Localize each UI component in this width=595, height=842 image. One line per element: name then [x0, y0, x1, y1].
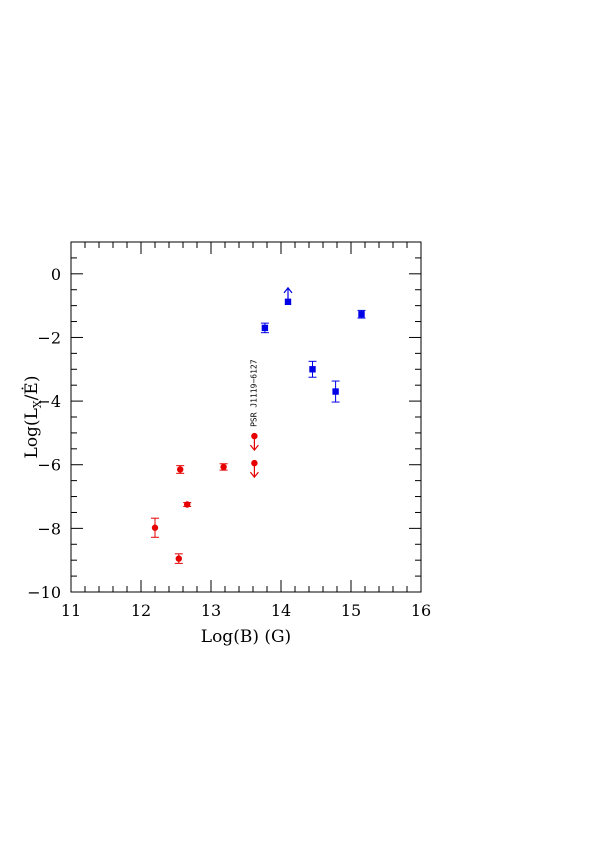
annotation-label: PSR J1119−6127	[250, 359, 259, 427]
arrow-head	[249, 444, 259, 452]
data-point	[151, 517, 159, 538]
square-marker	[261, 324, 269, 332]
circle-marker	[175, 555, 182, 562]
data-point	[283, 286, 293, 306]
x-tick-label: 16	[411, 601, 431, 620]
plot-frame	[70, 241, 422, 593]
y-tick-label: −4	[37, 392, 61, 411]
x-tick-label: 12	[131, 601, 151, 620]
square-marker	[358, 311, 365, 318]
data-point	[174, 553, 183, 564]
data-point	[260, 322, 269, 334]
data-point	[176, 465, 185, 474]
y-axis-title: Log(LX/Ė)	[21, 376, 44, 459]
square-marker	[332, 388, 339, 395]
x-tick-label: 11	[61, 601, 81, 620]
data-point	[357, 309, 366, 319]
square-marker	[309, 366, 316, 373]
y-tick-label: −8	[37, 519, 61, 538]
y-tick-label: −6	[37, 456, 61, 475]
y-tick-label: −10	[27, 583, 61, 602]
x-tick-label: 13	[201, 601, 221, 620]
arrow-head	[283, 286, 293, 294]
data-point	[308, 360, 317, 378]
data-point	[183, 501, 192, 508]
y-axis-title-text: Log(LX/Ė)	[21, 376, 44, 459]
x-tick-label: 14	[271, 601, 291, 620]
y-tick-label: −2	[37, 328, 61, 347]
data-point	[249, 432, 259, 452]
x-tick-label: 15	[341, 601, 361, 620]
square-marker	[284, 298, 292, 306]
x-axis-title: Log(B) (G)	[201, 627, 291, 647]
arrow-head	[249, 471, 259, 479]
circle-marker	[251, 432, 258, 440]
data-marks: PSR J1119−6127	[151, 286, 366, 564]
circle-marker	[251, 459, 258, 467]
data-point	[249, 459, 259, 479]
data-point	[219, 463, 228, 471]
data-point	[331, 380, 340, 403]
circle-marker	[177, 466, 184, 473]
circle-marker	[220, 463, 227, 471]
axes: 11 12 13 14 15 16 0 −2 −4 −6 −8 −10	[27, 241, 431, 620]
y-tick-label: 0	[51, 265, 61, 284]
circle-marker	[184, 501, 191, 508]
circle-marker	[151, 524, 159, 531]
